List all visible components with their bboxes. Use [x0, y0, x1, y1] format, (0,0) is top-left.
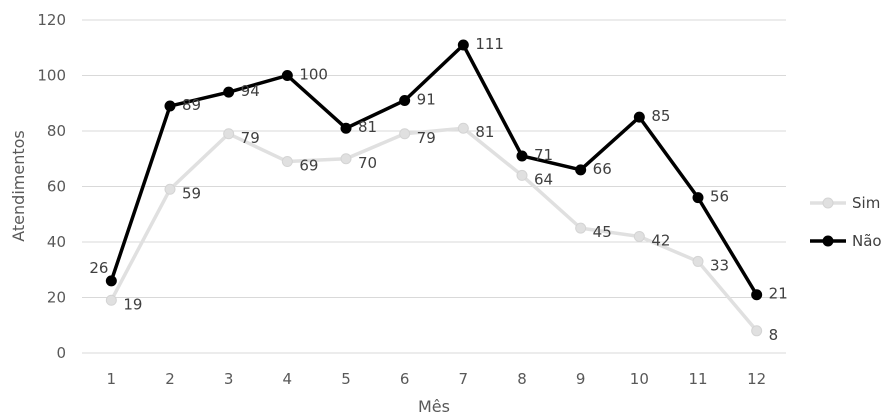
- data-label: 45: [593, 223, 612, 241]
- data-point: [751, 289, 763, 301]
- legend: Sim Não: [810, 194, 882, 250]
- y-tick-label: 80: [47, 122, 66, 140]
- data-label: 26: [89, 259, 108, 277]
- legend-marker: [822, 197, 834, 209]
- data-point: [164, 183, 176, 195]
- data-label: 71: [534, 146, 553, 164]
- x-axis-ticks: 1 2 3 4 5 6 7 8 9 10 11 12: [107, 370, 767, 388]
- data-point: [399, 94, 411, 106]
- series-Sim: [105, 122, 763, 337]
- data-label: 69: [299, 157, 318, 175]
- x-tick-label: 2: [165, 370, 175, 388]
- data-label: 19: [123, 295, 142, 313]
- data-point: [692, 255, 704, 267]
- legend-marker: [822, 235, 834, 247]
- series-line: [109, 43, 759, 297]
- data-label: 81: [475, 123, 494, 141]
- y-tick-label: 100: [37, 67, 66, 85]
- x-tick-label: 7: [459, 370, 469, 388]
- series-Não: [105, 39, 763, 301]
- data-label: 94: [241, 82, 260, 100]
- x-tick-label: 1: [107, 370, 117, 388]
- data-point: [457, 122, 469, 134]
- data-point: [575, 222, 587, 234]
- data-label: 100: [299, 66, 328, 84]
- data-point: [223, 86, 235, 98]
- y-tick-label: 60: [47, 178, 66, 196]
- data-label: 21: [769, 285, 788, 303]
- legend-label: Sim: [852, 194, 880, 212]
- series-lines: [105, 39, 763, 337]
- data-point: [516, 150, 528, 162]
- y-axis-ticks: 0 20 40 60 80 100 120: [37, 11, 66, 362]
- y-tick-label: 0: [56, 344, 66, 362]
- y-axis-title: Atendimentos: [9, 130, 28, 242]
- data-label: 8: [769, 326, 779, 344]
- data-label: 79: [417, 129, 436, 147]
- data-label: 56: [710, 188, 729, 206]
- data-point: [692, 192, 704, 204]
- data-label: 42: [651, 231, 670, 249]
- data-label: 70: [358, 154, 377, 172]
- data-label: 79: [241, 129, 260, 147]
- data-label: 111: [475, 35, 504, 53]
- y-tick-label: 40: [47, 233, 66, 251]
- data-label: 91: [417, 90, 436, 108]
- data-point: [105, 294, 117, 306]
- data-point: [751, 325, 763, 337]
- x-tick-label: 10: [630, 370, 649, 388]
- data-label: 85: [651, 107, 670, 125]
- data-point: [340, 153, 352, 165]
- data-label: 59: [182, 184, 201, 202]
- data-point: [281, 70, 293, 81]
- x-axis-title: Mês: [418, 397, 450, 416]
- data-point: [105, 275, 117, 287]
- data-point: [516, 169, 528, 181]
- data-point: [457, 39, 469, 51]
- data-labels: 19 59 79 69 70 79 81 64 45 42 33 8 26 89 94 100 81 91 111 7…: [89, 35, 787, 344]
- y-tick-label: 120: [37, 11, 66, 29]
- data-label: 66: [593, 160, 612, 178]
- legend-item: Sim: [810, 194, 880, 212]
- x-tick-label: 8: [517, 370, 527, 388]
- data-point: [281, 156, 293, 168]
- data-label: 64: [534, 170, 553, 188]
- x-tick-label: 3: [224, 370, 234, 388]
- x-tick-label: 4: [283, 370, 293, 388]
- data-label: 89: [182, 96, 201, 114]
- series-line: [109, 126, 759, 333]
- data-point: [575, 164, 587, 176]
- legend-item: Não: [810, 232, 882, 250]
- data-point: [633, 230, 645, 242]
- data-point: [164, 100, 176, 112]
- x-tick-label: 9: [576, 370, 586, 388]
- x-tick-label: 6: [400, 370, 410, 388]
- legend-label: Não: [852, 232, 882, 250]
- data-label: 33: [710, 256, 729, 274]
- x-tick-label: 11: [688, 370, 707, 388]
- data-point: [340, 122, 352, 134]
- x-tick-label: 12: [747, 370, 766, 388]
- data-point: [223, 128, 235, 140]
- y-tick-label: 20: [47, 289, 66, 307]
- x-tick-label: 5: [341, 370, 351, 388]
- data-point: [399, 128, 411, 140]
- data-point: [633, 111, 645, 123]
- data-label: 81: [358, 118, 377, 136]
